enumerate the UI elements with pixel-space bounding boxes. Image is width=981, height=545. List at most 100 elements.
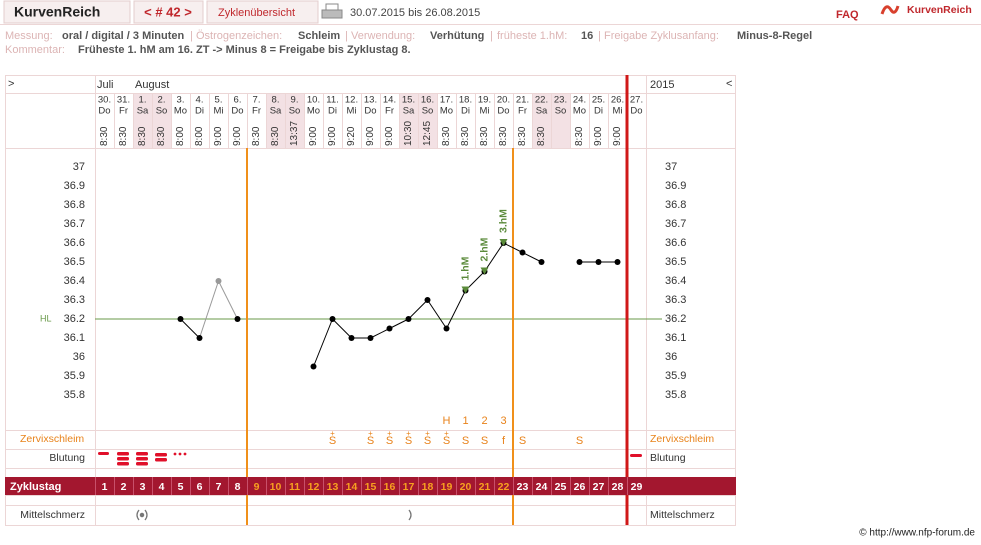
chart-frame [5,75,736,526]
temp-point [443,325,450,332]
weekday: Mi [612,106,622,117]
print-icon-body [321,9,343,19]
pain-label: Mittelschmerz [20,509,85,521]
print-icon[interactable] [321,3,343,19]
weekday: Fr [252,106,261,117]
date: 21. [516,95,529,106]
date: 27. [630,95,643,106]
overview-link[interactable]: Zyklenübersicht [218,7,295,19]
weekday: Mi [479,106,489,117]
cervix-value: S [481,435,488,447]
weekday: Mi [346,106,356,117]
peak-mark: H [443,415,451,427]
hm-marker [480,267,489,275]
cycle-day: 27 [593,481,605,493]
cycle-nav[interactable]: < # 42 > [144,4,192,19]
weekday: So [289,106,301,117]
temp-point [386,325,393,332]
bleeding-dot [183,452,187,456]
temp-segment [332,318,352,339]
overview-box[interactable] [206,0,319,24]
y-tick-label: 35.9 [64,370,85,382]
temp-point [576,259,583,265]
time: 8:30 [251,126,262,146]
date: 24. [573,95,586,106]
date: 6. [234,95,242,106]
logo[interactable]: KurvenReich [14,4,100,20]
date: 3. [177,95,185,106]
hm-label: 2.hM [478,237,490,261]
weekday: Fr [518,106,527,117]
time: 8:30 [574,126,585,146]
date: 18. [459,95,472,106]
y-tick-label: 36.5 [64,256,85,268]
cervix-plus: + [330,429,335,438]
temp-point [595,259,602,265]
time: 8:00 [175,126,186,146]
date: 26. [611,95,624,106]
hm-label: 3.hM [497,209,509,233]
time: 8:30 [536,126,547,146]
y-tick-label: 36.7 [64,218,85,230]
date: 1. [139,95,147,106]
hm-marker [499,239,508,246]
weekday: Mo [440,106,453,117]
logo-box[interactable] [3,0,131,24]
footer: © http://www.nfp-forum.de [859,528,975,539]
cycle-day: 19 [441,481,453,493]
temp-point [348,335,355,341]
faq-link[interactable]: FAQ [836,9,859,21]
excluded-segment [218,280,238,320]
bleeding-mark [117,462,129,466]
weekend-shade [399,93,418,148]
date: 31. [117,95,130,106]
comment-label: Kommentar: [5,44,65,56]
cycle-nav-box[interactable] [133,0,204,24]
date: 8. [272,95,280,106]
brand[interactable]: KurvenReich [907,4,972,16]
y-tick-label: 36.3 [64,294,85,306]
weekday: Mo [174,106,187,117]
date: 9. [291,95,299,106]
date: 30. [98,95,111,106]
time: 13:37 [289,121,300,146]
date: 15. [402,95,415,106]
year: 2015 [650,79,674,91]
temp-point [538,259,545,265]
cycle-day: 18 [422,481,434,493]
time: 8:30 [517,126,528,146]
bleeding-dot [173,452,177,456]
time: 9:00 [213,126,224,146]
y-tick-label-right: 35.8 [665,389,686,401]
weekend-shade [285,93,304,148]
cycle-day: 12 [308,481,320,493]
pain-label-right: Mittelschmerz [650,509,715,521]
bleeding-mark [136,457,148,461]
info-label: Verwendung: [351,30,415,42]
info-separator: | [598,30,601,42]
info-value: Schleim [298,30,340,42]
cervix-plus: + [368,429,373,438]
bleeding-mark [155,453,167,457]
y-tick-label: 36.6 [64,237,85,249]
bleeding-label: Blutung [49,452,85,464]
cycle-day: 11 [289,481,300,493]
time: 8:30 [156,126,167,146]
cycle-day: 16 [384,481,396,493]
cervix-label: Zervixschleim [20,433,84,445]
cervix-plus: + [425,429,430,438]
temp-point [310,363,317,370]
comment: Früheste 1. hM am 16. ZT -> Minus 8 = Fr… [78,44,411,56]
temp-segment [180,318,200,339]
y-tick-label: 36.9 [64,180,85,192]
info-label: Messung: [5,30,53,42]
temp-point [177,316,184,322]
time: 9:00 [384,126,395,146]
info-value: 16 [581,30,593,42]
bleeding-mark [117,452,129,456]
weekend-shade [532,93,551,148]
y-tick-label-right: 36.3 [665,294,686,306]
info-label: Freigabe Zyklusanfang: [604,30,719,42]
cycle-day: 13 [327,481,339,493]
